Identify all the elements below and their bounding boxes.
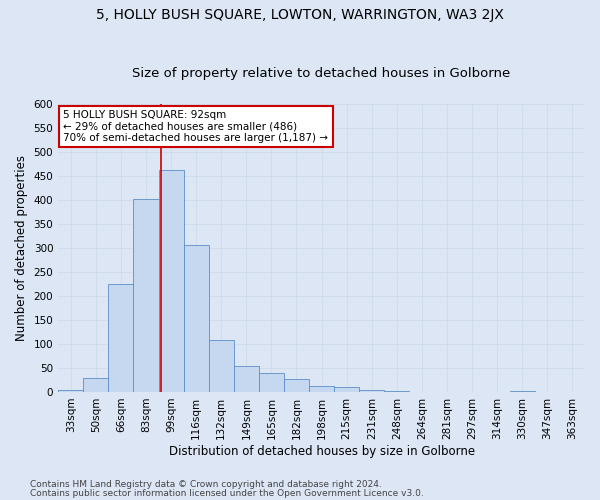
Bar (359, 390, 385, 392)
Bar (259, 373, 284, 392)
Bar (133, 199, 158, 392)
X-axis label: Distribution of detached houses by size in Golborne: Distribution of detached houses by size … (169, 444, 475, 458)
Bar (510, 390, 535, 392)
Bar (284, 379, 309, 392)
Bar (234, 366, 259, 392)
Bar (109, 284, 133, 392)
Text: 5, HOLLY BUSH SQUARE, LOWTON, WARRINGTON, WA3 2JX: 5, HOLLY BUSH SQUARE, LOWTON, WARRINGTON… (96, 8, 504, 22)
Bar (158, 170, 184, 392)
Text: Contains HM Land Registry data © Crown copyright and database right 2024.: Contains HM Land Registry data © Crown c… (30, 480, 382, 489)
Text: Contains public sector information licensed under the Open Government Licence v3: Contains public sector information licen… (30, 488, 424, 498)
Bar (309, 386, 334, 392)
Bar (83, 378, 109, 392)
Bar (209, 340, 234, 392)
Bar (58, 390, 83, 392)
Text: 5 HOLLY BUSH SQUARE: 92sqm
← 29% of detached houses are smaller (486)
70% of sem: 5 HOLLY BUSH SQUARE: 92sqm ← 29% of deta… (64, 110, 328, 143)
Bar (334, 386, 359, 392)
Y-axis label: Number of detached properties: Number of detached properties (15, 155, 28, 341)
Title: Size of property relative to detached houses in Golborne: Size of property relative to detached ho… (133, 66, 511, 80)
Bar (385, 391, 409, 392)
Bar (184, 245, 209, 392)
